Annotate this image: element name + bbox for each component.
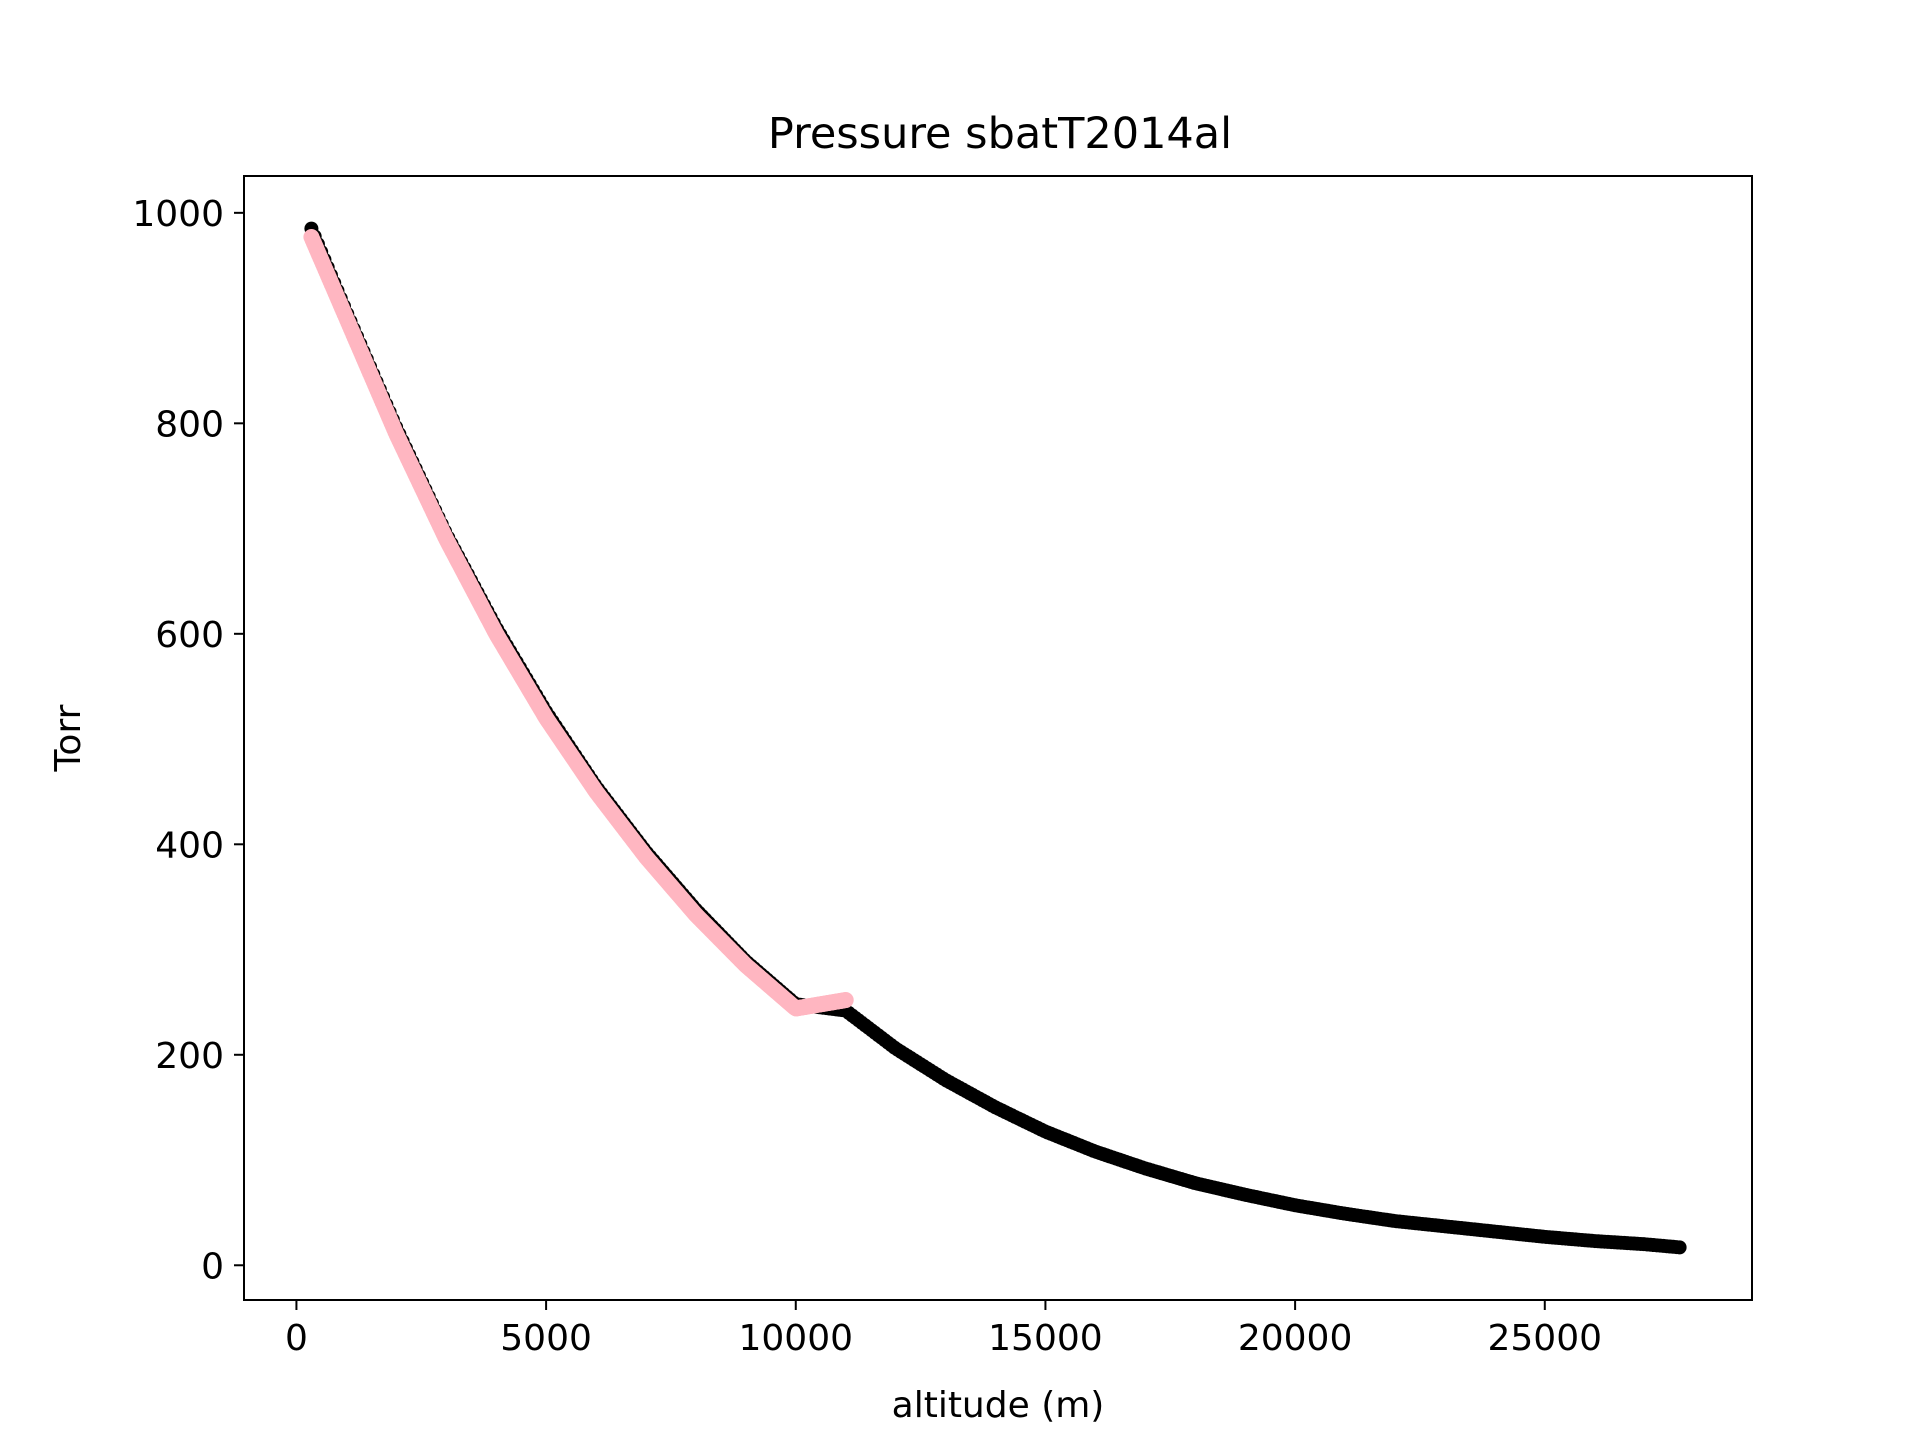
y-axis: 0 200 400 600 800 1000	[132, 194, 244, 1287]
x-axis-label: altitude (m)	[892, 1385, 1105, 1426]
y-tick-label: 1000	[132, 194, 224, 235]
x-tick-label: 10000	[739, 1318, 854, 1359]
plot-frame	[243, 175, 1753, 1301]
data-point	[1672, 1240, 1687, 1255]
x-tick-label: 20000	[1238, 1318, 1353, 1359]
y-tick-label: 200	[155, 1036, 224, 1077]
y-axis-label: Torr	[48, 704, 89, 772]
x-tick-label: 5000	[500, 1318, 592, 1359]
series-1	[303, 229, 854, 1017]
x-tick-label: 25000	[1488, 1318, 1603, 1359]
chart-title: Pressure sbatT2014al	[768, 109, 1232, 159]
y-tick-label: 600	[155, 615, 224, 656]
y-tick-label: 400	[155, 825, 224, 866]
x-tick-label: 0	[285, 1318, 308, 1359]
data-point	[837, 992, 854, 1009]
y-tick-label: 0	[201, 1246, 224, 1287]
x-tick-label: 15000	[988, 1318, 1103, 1359]
x-axis: 0 5000 10000 15000 20000 25000	[285, 1300, 1602, 1359]
plot-marks	[303, 221, 1687, 1255]
y-tick-label: 800	[155, 404, 224, 445]
